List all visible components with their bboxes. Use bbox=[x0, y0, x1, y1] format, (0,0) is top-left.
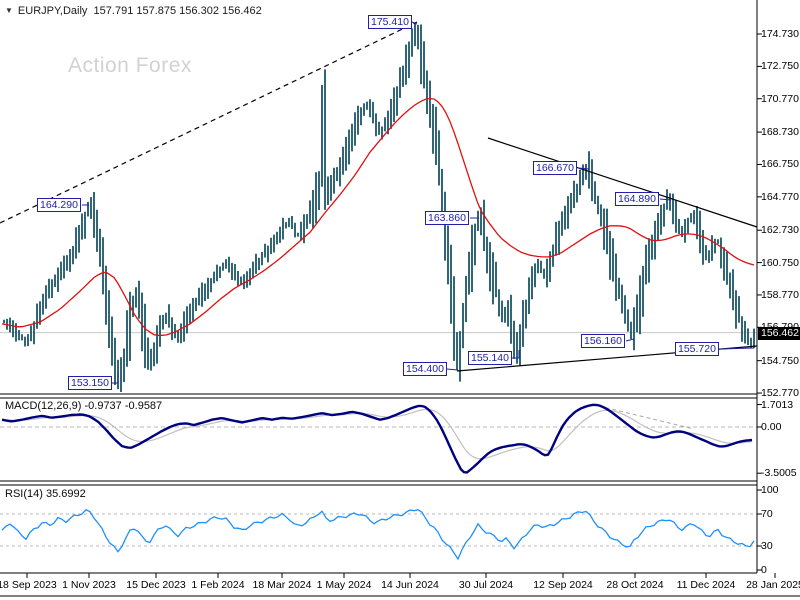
rsi-value: 35.6992 bbox=[45, 488, 86, 500]
price-axis-label: 170.770 bbox=[761, 93, 799, 105]
date-label: 1 Feb 2024 bbox=[191, 579, 245, 591]
macd-value-signal: -0.9587 bbox=[124, 400, 163, 412]
price-annotation[interactable]: 156.160 bbox=[581, 334, 625, 348]
date-label: 18 Mar 2024 bbox=[252, 579, 312, 591]
price-axis-label: 158.770 bbox=[761, 289, 799, 301]
date-label: 1 Nov 2023 bbox=[62, 579, 116, 591]
ohlc-values: 157.791 157.875 156.302 156.462 bbox=[93, 5, 262, 17]
price-annotation[interactable]: 164.890 bbox=[615, 192, 659, 206]
price-axis-label: 168.730 bbox=[761, 126, 799, 138]
date-label: 15 Dec 2023 bbox=[126, 579, 186, 591]
annotation-connector bbox=[577, 167, 590, 170]
rsi-label: RSI(14) bbox=[5, 488, 43, 500]
watermark: Action Forex bbox=[68, 54, 192, 77]
price-axis-label: 172.750 bbox=[761, 60, 799, 72]
current-price-tag: 156.462 bbox=[758, 327, 800, 340]
price-axis-label: 154.750 bbox=[761, 355, 799, 367]
annotation-connector bbox=[512, 350, 520, 359]
date-label: 1 May 2024 bbox=[316, 579, 372, 591]
date-label: 18 Sep 2023 bbox=[0, 579, 57, 591]
date-label: 28 Oct 2024 bbox=[606, 579, 664, 591]
annotation-connector bbox=[625, 338, 635, 342]
macd-label: MACD(12,26,9) bbox=[5, 400, 82, 412]
annotation-connector bbox=[112, 373, 119, 384]
price-annotation[interactable]: 175.410 bbox=[368, 15, 412, 29]
annotation-connector bbox=[446, 368, 459, 371]
macd-axis-label: -3.5005 bbox=[761, 467, 797, 479]
date-label: 30 Jul 2024 bbox=[458, 579, 514, 591]
annotation-connector bbox=[411, 21, 418, 25]
date-label: 14 Jun 2024 bbox=[381, 579, 439, 591]
price-annotation[interactable]: 155.720 bbox=[675, 342, 719, 356]
price-annotation[interactable]: 166.670 bbox=[533, 161, 577, 175]
moving-average-line bbox=[1, 97, 755, 336]
price-axis-label: 164.770 bbox=[761, 191, 799, 203]
price-axis-label: 166.750 bbox=[761, 158, 799, 170]
rsi-header-row: RSI(14) 35.6992 bbox=[5, 488, 86, 500]
rsi-axis-label: 30 bbox=[761, 540, 773, 552]
date-label: 28 Jan 2025 bbox=[746, 579, 800, 591]
candlestick-bars bbox=[3, 23, 755, 392]
macd-header-row: MACD(12,26,9) -0.9737 -0.9587 bbox=[5, 400, 162, 412]
rsi-line bbox=[1, 508, 755, 561]
falling-resistance[interactable] bbox=[487, 137, 758, 228]
price-annotation[interactable]: 153.150 bbox=[68, 376, 112, 390]
macd-axis-label: 1.7013 bbox=[761, 399, 794, 411]
symbol-header: ▼ EURJPY,Daily 157.791 157.875 156.302 15… bbox=[5, 5, 262, 17]
rsi-axis-label: 0 bbox=[761, 564, 767, 576]
price-annotation[interactable]: 154.400 bbox=[403, 362, 447, 376]
rsi-axis-label: 100 bbox=[761, 484, 779, 496]
price-axis-label: 160.750 bbox=[761, 257, 799, 269]
macd-signal-line bbox=[1, 408, 753, 460]
price-axis-label: 162.730 bbox=[761, 224, 799, 236]
date-label: 11 Dec 2024 bbox=[676, 579, 736, 591]
price-annotation[interactable]: 155.140 bbox=[468, 351, 512, 365]
chevron-down-icon[interactable]: ▼ bbox=[5, 6, 13, 15]
symbol-timeframe-label: EURJPY,Daily bbox=[17, 5, 88, 17]
price-axis-label: 152.770 bbox=[761, 387, 799, 399]
price-annotation[interactable]: 164.290 bbox=[37, 198, 81, 212]
date-label: 12 Sep 2024 bbox=[533, 579, 593, 591]
macd-trendline[interactable] bbox=[591, 403, 695, 430]
annotation-connector bbox=[659, 198, 672, 201]
macd-main-line bbox=[1, 403, 753, 474]
rsi-axis-label: 70 bbox=[761, 508, 773, 520]
price-axis-label: 174.730 bbox=[761, 28, 799, 40]
macd-axis-label: 0.00 bbox=[761, 421, 782, 433]
macd-value-main: -0.9737 bbox=[84, 400, 122, 412]
price-annotation[interactable]: 163.860 bbox=[425, 211, 469, 225]
annotation-connector bbox=[719, 347, 755, 350]
